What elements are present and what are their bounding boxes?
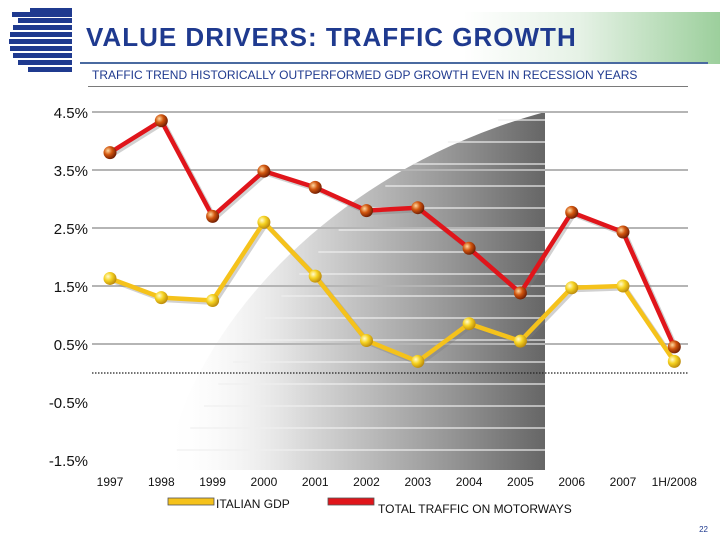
y-tick-label: 4.5% [54,105,88,122]
traffic-data-point [616,225,630,239]
subtitle-divider [88,86,688,87]
gdp-data-point [154,291,168,305]
x-tick-label: 2001 [302,475,329,489]
y-tick-label: -1.5% [49,453,88,470]
page-title: VALUE DRIVERS: TRAFFIC GROWTH [86,22,577,52]
y-tick-label: -0.5% [49,395,88,412]
traffic-data-point [565,205,579,219]
gdp-legend-swatch [167,497,215,506]
gdp-data-point [257,215,271,229]
y-tick-label: 1.5% [54,279,88,296]
traffic-data-point [667,340,681,354]
x-tick-label: 1999 [199,475,226,489]
gdp-data-point [513,334,527,348]
traffic-data-point [411,201,425,215]
traffic-legend-label: TOTAL TRAFFIC ON MOTORWAYS [378,502,572,516]
traffic-data-point [154,114,168,128]
gdp-data-point [565,281,579,295]
company-logo-icon [9,8,72,72]
gdp-data-point [616,279,630,293]
x-tick-label: 2000 [251,475,278,489]
traffic-data-point [308,180,322,194]
gdp-data-point [667,354,681,368]
traffic-data-point [257,164,271,178]
x-tick-label: 2003 [404,475,431,489]
y-tick-label: 2.5% [54,221,88,238]
x-tick-label: 1998 [148,475,175,489]
traffic-data-point [206,209,220,223]
chart-subtitle: TRAFFIC TREND HISTORICALLY OUTPERFORMED … [92,68,638,82]
x-tick-label: 1997 [97,475,124,489]
traffic-legend-swatch [327,497,375,506]
gdp-data-point [360,334,373,348]
x-tick-label: 2005 [507,475,534,489]
gdp-data-point [411,354,425,368]
traffic-data-point [462,241,476,255]
traffic-data-point [513,286,527,300]
x-tick-label: 2002 [353,475,380,489]
title-bar [78,12,720,64]
title-divider [80,62,708,64]
traffic-data-point [360,204,373,218]
traffic-series-line [108,118,677,348]
gdp-data-point [103,271,117,285]
x-tick-label: 1H/2008 [652,475,698,489]
gdp-series-line [109,219,677,364]
traffic-data-point [103,146,117,160]
x-tick-label: 2004 [456,475,483,489]
gdp-data-point [308,269,322,283]
swoosh-shape [165,112,545,470]
y-tick-label: 3.5% [54,163,88,180]
y-tick-label: 0.5% [54,337,88,354]
gdp-data-point [462,317,476,331]
x-tick-label: 2006 [558,475,585,489]
gdp-legend-label: ITALIAN GDP [216,497,290,511]
x-tick-label: 2007 [610,475,637,489]
page-number: 22 [699,525,708,534]
gdp-data-point [206,294,220,307]
